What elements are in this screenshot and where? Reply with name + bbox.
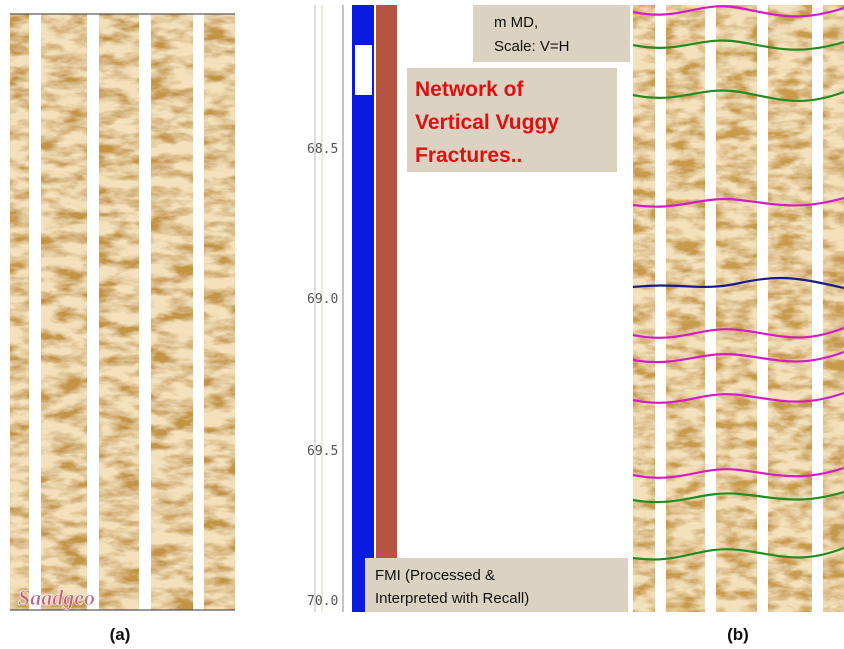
annotation-text: Network of (415, 78, 525, 101)
footer-text: Interpreted with Recall) (375, 590, 529, 607)
track-gap (355, 45, 372, 95)
blue-track (352, 5, 374, 612)
depth-label: 70.0 (307, 594, 338, 609)
depth-label: 69.5 (307, 444, 338, 459)
depth-label: 68.5 (307, 142, 338, 157)
panel-a: Saadgeo (a) (10, 14, 235, 644)
depth-label: 69.0 (307, 292, 338, 307)
brown-track (376, 5, 397, 612)
header-text: Scale: V=H (494, 38, 569, 55)
watermark: Saadgeo (18, 585, 95, 610)
panel-label: (b) (727, 625, 749, 644)
footer-text: FMI (Processed & (375, 567, 495, 584)
annotation-text: Fractures.. (415, 144, 522, 167)
figure: Saadgeo (a) 68.5 69.0 69.5 70.0 m MD, Sc… (0, 0, 844, 649)
annotation-text: Vertical Vuggy (415, 111, 559, 134)
header-text: m MD, (494, 14, 538, 31)
panel-b: 68.5 69.0 69.5 70.0 m MD, Scale: V=H Net… (307, 5, 844, 644)
panel-label: (a) (110, 625, 131, 644)
